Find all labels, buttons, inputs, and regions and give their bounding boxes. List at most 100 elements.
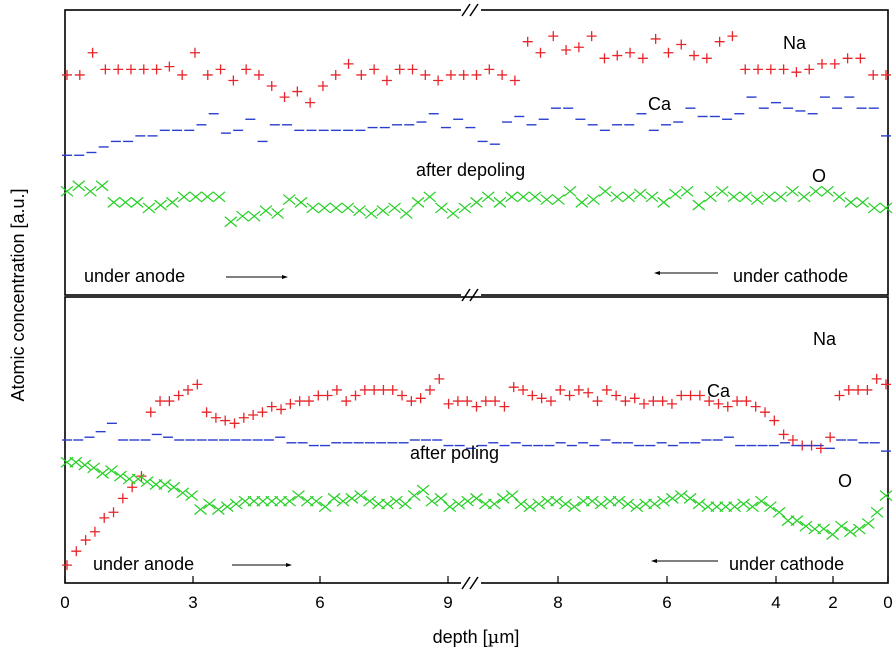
top-o-point bbox=[633, 188, 647, 200]
top-o-point bbox=[832, 191, 846, 203]
x-tick-label-left-3: 9 bbox=[443, 593, 452, 612]
bottom-o-point bbox=[229, 498, 243, 510]
x-tick-label-right-0: 8 bbox=[553, 593, 562, 612]
top-na-point bbox=[125, 64, 136, 75]
bottom-na-point bbox=[108, 507, 119, 518]
bottom-na-point bbox=[369, 384, 380, 395]
x-tick-label-left-0: 0 bbox=[60, 593, 69, 612]
bottom-na-point bbox=[117, 493, 128, 504]
bottom-na-point bbox=[462, 396, 473, 407]
bottom-o-point bbox=[96, 467, 109, 479]
bottom-na-point bbox=[639, 398, 650, 409]
bottom-na-point bbox=[722, 401, 733, 412]
bottom-na-point bbox=[760, 407, 771, 418]
bottom-na-point bbox=[853, 384, 864, 395]
top-o-point bbox=[236, 210, 249, 222]
bottom-o-point bbox=[861, 517, 875, 529]
top-o-point bbox=[224, 216, 238, 228]
bottom-o-point bbox=[363, 495, 377, 507]
top-na-point bbox=[343, 58, 354, 69]
bottom-o-point bbox=[416, 484, 430, 496]
bottom-o-point bbox=[835, 520, 848, 532]
bottom-o-point bbox=[505, 490, 519, 502]
top-na-point bbox=[151, 64, 162, 75]
bottom-o-point bbox=[594, 498, 608, 510]
top-na-point bbox=[778, 64, 789, 75]
bottom-na-point bbox=[573, 384, 584, 395]
bottom-o-point bbox=[523, 501, 537, 513]
top-o-point bbox=[493, 196, 507, 208]
bottom-na-point bbox=[480, 396, 491, 407]
bottom-na-point bbox=[843, 384, 854, 395]
bottom-data-marks bbox=[60, 373, 893, 571]
top-annotation: after depoling bbox=[416, 160, 525, 180]
bottom-na-point bbox=[313, 390, 324, 401]
bottom-axis-break bbox=[461, 576, 481, 590]
top-o-point bbox=[259, 205, 273, 217]
bottom-o-point bbox=[559, 498, 572, 510]
top-na-point bbox=[842, 53, 853, 64]
bottom-o-point bbox=[737, 498, 750, 510]
top-na-point bbox=[471, 69, 482, 80]
top-o-point bbox=[774, 191, 788, 203]
bottom-na-point bbox=[182, 384, 193, 395]
bottom-o-point bbox=[194, 504, 207, 515]
bottom-o-point bbox=[772, 506, 786, 518]
bottom-o-point bbox=[292, 490, 305, 502]
bottom-o-point bbox=[69, 456, 83, 468]
top-na-point bbox=[561, 45, 572, 56]
top-o-point bbox=[364, 207, 378, 219]
top-o-point bbox=[680, 185, 694, 197]
top-o-point bbox=[399, 207, 413, 219]
bottom-na-point bbox=[71, 546, 82, 557]
top-o-point bbox=[704, 191, 717, 203]
bottom-cathode-arrow bbox=[651, 559, 718, 563]
top-na-point bbox=[663, 47, 674, 58]
top-o-point bbox=[879, 202, 893, 214]
top-o-point bbox=[750, 194, 764, 206]
bottom-na-point bbox=[815, 443, 826, 454]
top-na-point bbox=[356, 69, 367, 80]
bottom-o-point bbox=[78, 459, 92, 471]
top-na-point bbox=[817, 58, 828, 69]
bottom-o-point bbox=[612, 495, 626, 507]
bottom-na-point bbox=[99, 512, 110, 523]
top-na-point bbox=[573, 42, 584, 53]
top-o-point bbox=[575, 196, 589, 208]
top-o-point bbox=[458, 202, 472, 214]
bottom-o-point bbox=[470, 492, 483, 504]
bottom-o-point bbox=[452, 498, 466, 510]
top-o-point bbox=[563, 185, 577, 197]
bottom-o-point bbox=[799, 520, 813, 532]
top-o-point bbox=[142, 202, 156, 214]
bottom-o-point bbox=[514, 498, 528, 510]
bottom-label-o: O bbox=[838, 471, 852, 491]
top-o-point bbox=[177, 191, 191, 203]
top-under-anode-label: under anode bbox=[84, 266, 185, 286]
top-cathode-arrow bbox=[654, 271, 718, 275]
top-na-point bbox=[804, 64, 815, 75]
x-tick-label-right-4: 0 bbox=[883, 593, 892, 612]
bottom-o-point bbox=[870, 506, 884, 518]
bottom-o-point bbox=[176, 487, 190, 499]
top-na-point bbox=[305, 97, 316, 108]
top-o-point bbox=[282, 194, 296, 206]
top-na-point bbox=[740, 64, 751, 75]
bottom-o-point bbox=[105, 465, 118, 477]
top-na-point bbox=[868, 69, 879, 80]
top-label-ca: Ca bbox=[648, 94, 672, 114]
top-na-point bbox=[689, 50, 700, 61]
x-tick-label-left-1: 3 bbox=[188, 593, 197, 612]
top-o-point bbox=[516, 191, 530, 203]
bottom-na-point bbox=[145, 407, 156, 418]
bottom-o-point bbox=[683, 492, 697, 504]
bottom-na-point bbox=[704, 396, 715, 407]
top-o-point bbox=[528, 191, 542, 203]
bottom-anode-arrow bbox=[232, 563, 292, 567]
top-na-point bbox=[791, 67, 802, 78]
bottom-na-point bbox=[583, 387, 594, 398]
bottom-o-point bbox=[496, 492, 510, 504]
bottom-na-point bbox=[862, 384, 873, 395]
top-na-point bbox=[727, 31, 738, 42]
bottom-o-point bbox=[443, 501, 457, 513]
